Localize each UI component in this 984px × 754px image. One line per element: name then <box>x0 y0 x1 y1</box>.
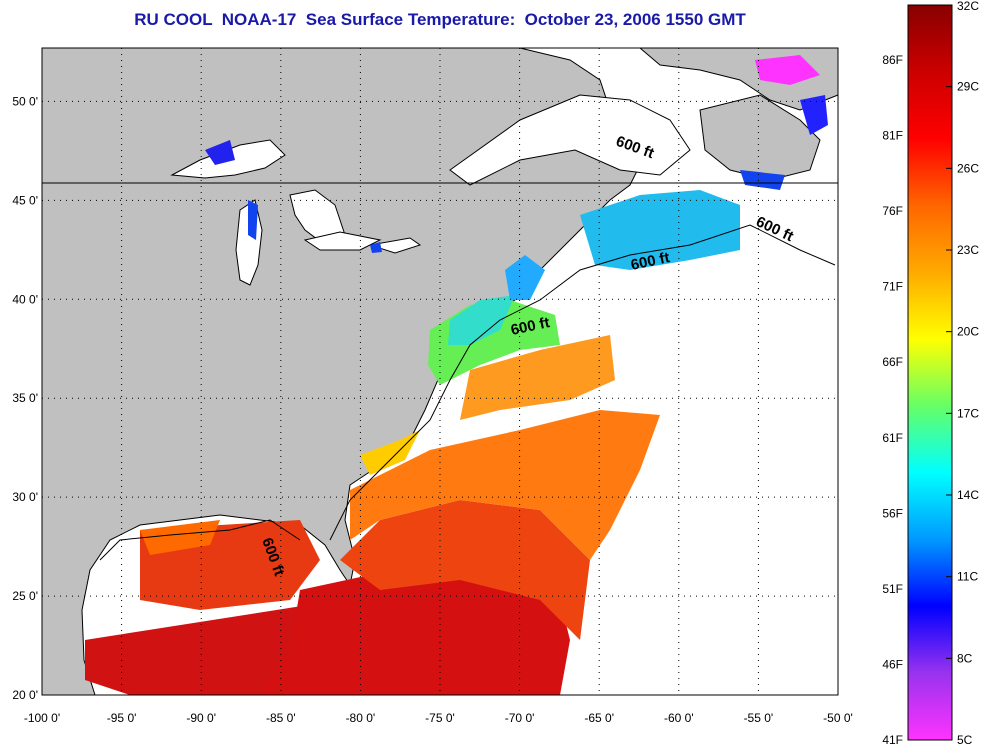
land-newfoundland <box>699 94 821 181</box>
colorbar-fahrenheit-label: 51F <box>882 582 903 596</box>
longitude-tick-label: -55 0' <box>744 711 774 725</box>
colorbar-fahrenheit-label: 41F <box>882 733 903 747</box>
lake-ontario <box>369 237 422 254</box>
contour-600ft-line <box>99 224 836 561</box>
colorbar-fahrenheit-label: 71F <box>882 280 903 294</box>
colorbar-fahrenheit-label: 61F <box>882 431 903 445</box>
longitude-tick-label: -90 0' <box>186 711 216 725</box>
gulf-st-lawrence <box>449 94 691 186</box>
colorbar-fahrenheit-label: 56F <box>882 506 903 520</box>
colorbar-fahrenheit-label: 76F <box>882 204 903 218</box>
colorbar-celsius-label: 23C <box>957 243 979 257</box>
longitude-tick-label: -85 0' <box>266 711 296 725</box>
longitude-tick-label: -100 0' <box>24 711 60 725</box>
longitude-tick-label: -60 0' <box>664 711 694 725</box>
latitude-tick-label: 40 0' <box>12 292 38 306</box>
colorbar-celsius-label: 32C <box>957 0 979 13</box>
longitude-tick-label: -70 0' <box>505 711 535 725</box>
colorbar-celsius-label: 29C <box>957 80 979 94</box>
colorbar-celsius-label: 5C <box>957 733 973 747</box>
latitude-tick-label: 45 0' <box>12 193 38 207</box>
colorbar <box>907 4 953 741</box>
longitude-tick-label: -50 0' <box>823 711 853 725</box>
colorbar-fahrenheit-labels: 86F 81F 76F 71F 66F 61F 56F 51F 46F 41F <box>882 53 903 747</box>
colorbar-fahrenheit-label: 46F <box>882 657 903 671</box>
map-title: RU COOL NOAA-17 Sea Surface Temperature:… <box>134 10 746 29</box>
sst-data <box>85 55 828 695</box>
latitude-tick-label: 35 0' <box>12 391 38 405</box>
longitude-labels: -100 0' -95 0' -90 0' -85 0' -80 0' -75 0' -70… <box>24 711 853 725</box>
colorbar-fahrenheit-label: 66F <box>882 355 903 369</box>
colorbar-celsius-label: 26C <box>957 161 979 175</box>
longitude-tick-label: -80 0' <box>346 711 376 725</box>
colorbar-celsius-label: 20C <box>957 325 979 339</box>
latitude-tick-label: 25 0' <box>12 589 38 603</box>
colorbar-celsius-labels: 32C 29C 26C 23C 20C 17C 14C 11C 8C 5C <box>946 0 979 747</box>
colorbar-fahrenheit-label: 86F <box>882 53 903 67</box>
longitude-tick-label: -65 0' <box>584 711 614 725</box>
colorbar-celsius-label: 17C <box>957 406 979 420</box>
graticule <box>42 48 838 695</box>
latitude-tick-label: 20 0' <box>12 688 38 702</box>
latitude-tick-label: 50 0' <box>12 94 38 108</box>
colorbar-celsius-label: 8C <box>957 651 973 665</box>
latitude-labels: 20 0' 25 0' 30 0' 35 0' 40 0' 45 0' 50 0' <box>12 94 38 702</box>
colorbar-celsius-label: 11C <box>957 570 978 584</box>
colorbar-fahrenheit-label: 81F <box>882 129 903 143</box>
longitude-tick-label: -75 0' <box>425 711 455 725</box>
map-frame <box>41 47 839 696</box>
latitude-tick-label: 30 0' <box>12 490 38 504</box>
longitude-tick-label: -95 0' <box>107 711 137 725</box>
colorbar-celsius-label: 14C <box>957 488 979 502</box>
